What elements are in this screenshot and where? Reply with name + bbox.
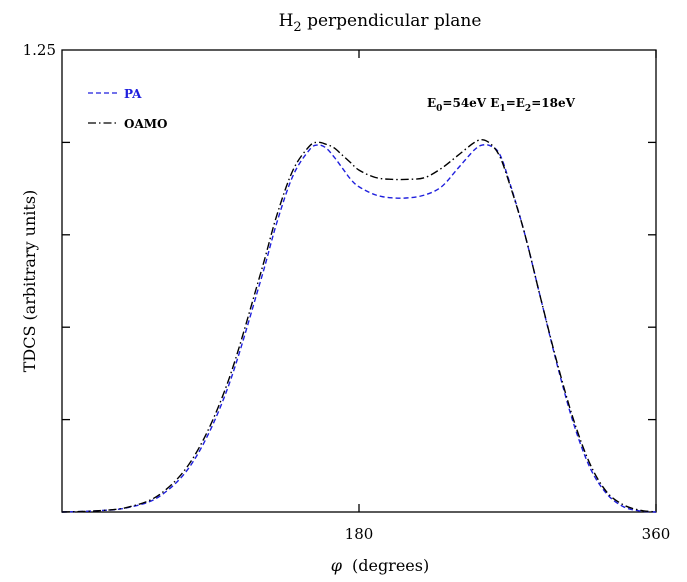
x-tick-label-1: 360 (642, 525, 671, 543)
chart-title-subscript: 2 (293, 20, 301, 35)
series-lines (61, 139, 657, 513)
chart-title-main: H (279, 11, 294, 31)
annotation-part-3: 1 (499, 104, 505, 114)
annotation-part-0: E (427, 96, 436, 110)
series-line-pa (61, 143, 657, 513)
annotation-part-4: =E (506, 96, 525, 110)
x-axis-label-symbol: φ (331, 556, 343, 575)
legend: PA OAMO (88, 87, 168, 131)
legend-label-oamo: OAMO (124, 117, 168, 131)
legend-label-pa: PA (124, 87, 142, 101)
y-axis-label: TDCS (arbitrary units) (20, 190, 39, 373)
axis-ticks: 180 360 (62, 50, 670, 543)
annotation-part-6: =18eV (531, 96, 575, 110)
chart-title-rest: perpendicular plane (302, 11, 482, 31)
x-tick-label-0: 180 (345, 525, 374, 543)
energy-annotation: E0=54eV E1=E2=18eV (427, 96, 576, 114)
chart-title: H2 perpendicular plane (279, 11, 482, 35)
x-axis-label: φ (degrees) (331, 556, 429, 575)
x-axis-label-text: (degrees) (352, 556, 429, 575)
y-axis-top-label: 1.25 (23, 41, 56, 59)
annotation-part-5: 2 (525, 104, 531, 114)
annotation-part-1: 0 (436, 104, 442, 114)
annotation-part-2: =54eV E (442, 96, 499, 110)
series-line-oamo (61, 139, 657, 513)
